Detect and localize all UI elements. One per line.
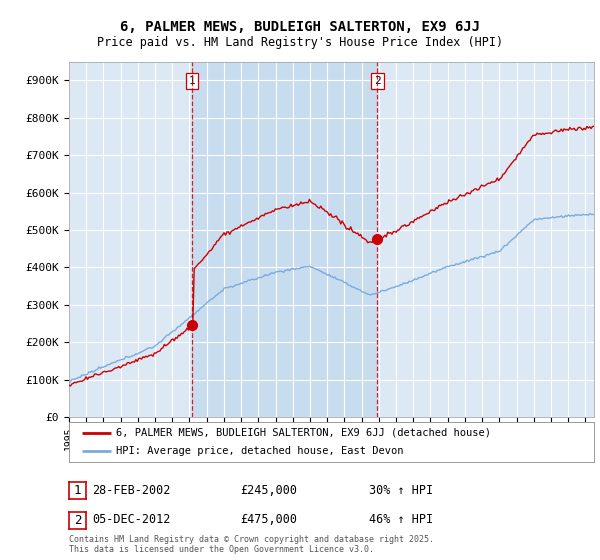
Text: Contains HM Land Registry data © Crown copyright and database right 2025.
This d: Contains HM Land Registry data © Crown c… xyxy=(69,535,434,554)
Text: £475,000: £475,000 xyxy=(240,513,297,526)
Text: £245,000: £245,000 xyxy=(240,483,297,497)
Text: 2: 2 xyxy=(74,514,81,527)
Text: 6, PALMER MEWS, BUDLEIGH SALTERTON, EX9 6JJ: 6, PALMER MEWS, BUDLEIGH SALTERTON, EX9 … xyxy=(120,20,480,34)
Text: 2: 2 xyxy=(374,76,381,86)
Text: Price paid vs. HM Land Registry's House Price Index (HPI): Price paid vs. HM Land Registry's House … xyxy=(97,36,503,49)
Bar xyxy=(192,62,377,417)
Text: 28-FEB-2002: 28-FEB-2002 xyxy=(92,483,170,497)
Text: 1: 1 xyxy=(189,76,196,86)
Text: HPI: Average price, detached house, East Devon: HPI: Average price, detached house, East… xyxy=(116,446,404,456)
Text: 30% ↑ HPI: 30% ↑ HPI xyxy=(369,483,433,497)
Text: 6, PALMER MEWS, BUDLEIGH SALTERTON, EX9 6JJ (detached house): 6, PALMER MEWS, BUDLEIGH SALTERTON, EX9 … xyxy=(116,428,491,437)
Text: 05-DEC-2012: 05-DEC-2012 xyxy=(92,513,170,526)
Text: 1: 1 xyxy=(74,484,81,497)
Text: 46% ↑ HPI: 46% ↑ HPI xyxy=(369,513,433,526)
